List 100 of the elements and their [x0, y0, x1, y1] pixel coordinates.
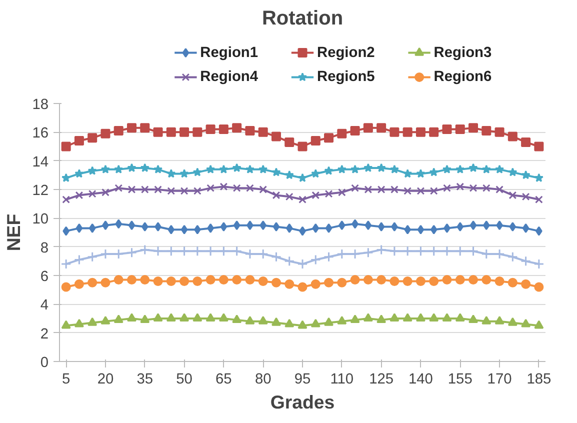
point	[284, 318, 294, 328]
y-tick-label: 16	[32, 126, 49, 142]
point	[338, 188, 346, 196]
point	[482, 164, 491, 174]
point	[376, 244, 387, 255]
point	[140, 244, 150, 255]
legend-label: Region1	[200, 44, 258, 61]
point	[430, 224, 438, 234]
point	[88, 223, 96, 233]
point	[271, 132, 281, 142]
point	[270, 252, 282, 262]
point	[62, 226, 70, 236]
point	[442, 313, 452, 322]
point	[220, 222, 228, 232]
x-tick-label: 125	[369, 372, 394, 388]
point	[364, 163, 373, 172]
point	[232, 314, 242, 323]
point	[218, 124, 228, 134]
point	[140, 275, 150, 285]
point	[100, 316, 110, 324]
point	[272, 168, 281, 176]
point	[284, 170, 294, 180]
point	[233, 220, 240, 230]
point	[522, 223, 530, 233]
point	[246, 184, 254, 192]
point	[100, 128, 110, 138]
point	[206, 184, 214, 192]
point	[416, 187, 425, 195]
x-tick-label: 20	[97, 372, 114, 388]
point	[364, 220, 372, 230]
point	[259, 186, 268, 194]
point	[468, 275, 478, 285]
point	[74, 168, 84, 178]
legend-label: Region6	[434, 69, 492, 86]
point	[324, 166, 334, 175]
point	[100, 164, 110, 174]
point	[272, 222, 280, 232]
point	[258, 127, 268, 137]
y-tick-label: 12	[32, 183, 49, 199]
point	[246, 220, 254, 230]
point	[298, 196, 306, 204]
point	[166, 313, 176, 322]
chart-title: Rotation	[262, 8, 344, 30]
point	[429, 168, 438, 176]
point	[324, 252, 334, 262]
point	[298, 142, 308, 152]
point	[310, 318, 320, 328]
point	[61, 320, 71, 329]
point	[74, 279, 84, 289]
point	[258, 316, 268, 324]
point	[232, 246, 242, 256]
y-tick-label: 6	[40, 269, 49, 285]
point	[494, 276, 504, 286]
point	[271, 317, 281, 326]
point	[206, 164, 216, 174]
point	[324, 133, 334, 143]
point	[534, 142, 544, 152]
point	[312, 191, 320, 200]
point	[324, 317, 334, 326]
point	[456, 164, 465, 174]
y-tick-label: 4	[40, 298, 49, 314]
point	[152, 246, 164, 256]
point	[74, 318, 84, 328]
point	[61, 282, 71, 292]
point	[496, 186, 504, 194]
point	[180, 276, 190, 286]
point	[154, 222, 162, 232]
point	[494, 164, 504, 174]
point	[482, 316, 492, 324]
point	[245, 275, 255, 285]
point	[390, 186, 398, 194]
point	[88, 278, 98, 288]
point	[325, 223, 332, 233]
point	[428, 246, 440, 256]
point	[127, 163, 136, 172]
x-tick-label: 65	[216, 372, 232, 388]
point	[337, 164, 346, 174]
point	[128, 186, 136, 194]
point	[180, 313, 190, 322]
point	[168, 224, 175, 234]
point	[220, 182, 228, 191]
point	[206, 275, 216, 285]
point	[75, 191, 84, 200]
point	[87, 252, 98, 262]
point	[337, 278, 347, 288]
point	[482, 184, 490, 192]
point	[207, 223, 214, 233]
point	[140, 163, 150, 172]
point	[285, 192, 294, 201]
point	[535, 196, 543, 204]
point	[362, 247, 374, 258]
point	[416, 313, 426, 322]
x-axis-title: Grades	[270, 392, 335, 412]
point	[180, 224, 188, 234]
point	[534, 320, 544, 329]
point	[468, 163, 478, 172]
point	[468, 246, 479, 256]
point	[232, 163, 242, 172]
point	[508, 317, 518, 326]
point	[536, 226, 542, 236]
